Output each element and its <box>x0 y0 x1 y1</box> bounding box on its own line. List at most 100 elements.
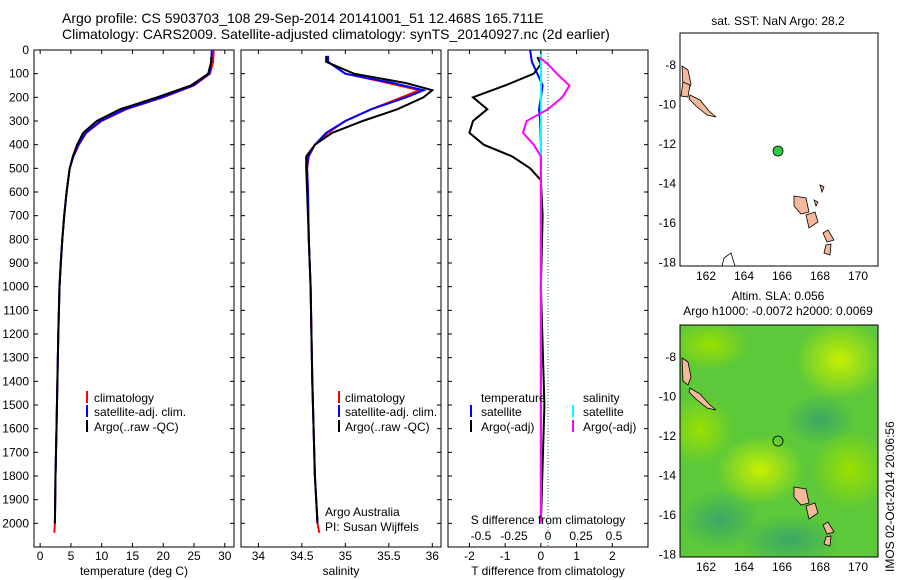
depth-tick-label: 700 <box>9 209 29 223</box>
sla-map-title-line1: Altim. SLA: 0.056 <box>732 289 825 303</box>
depth-tick-label: 1700 <box>2 445 29 459</box>
sla-map-frame <box>679 324 879 558</box>
map-y-tick-label: -12 <box>659 137 677 151</box>
sla-field <box>680 325 878 557</box>
legend-title-temperature: temperature <box>481 391 546 405</box>
salinity-xlabel: salinity <box>323 564 360 578</box>
sst-map: sat. SST: NaN Argo: 28.2 <box>679 14 879 267</box>
island-shape <box>688 94 717 118</box>
island-shape <box>819 184 825 194</box>
difference-plot <box>468 49 571 524</box>
x-tick-label: -2 <box>464 549 475 563</box>
x-tick-label: 25 <box>187 549 201 563</box>
map-x-tick-label: 166 <box>772 269 792 283</box>
depth-tick-label: 300 <box>9 114 29 128</box>
map-y-tick-label: -18 <box>659 548 677 562</box>
legend-label-climatology: climatology <box>94 391 154 405</box>
island-shape <box>823 243 832 256</box>
island-shape <box>813 199 819 208</box>
x-tick-label: -1 <box>500 549 511 563</box>
depth-tick-label: 1200 <box>2 327 29 341</box>
x-tick-label: 0 <box>538 549 545 563</box>
x-tick-label: 1 <box>573 549 580 563</box>
island-shape <box>822 229 835 243</box>
map-y-tick-label: -18 <box>659 256 677 270</box>
island-shape <box>823 535 832 547</box>
depth-tick-label: 0 <box>22 43 29 57</box>
argo-float-marker <box>772 435 784 447</box>
legend-title-salinity: salinity <box>583 391 620 405</box>
t-difference-xlabel: T difference from climatology <box>471 564 625 578</box>
x-tick-label: 34 <box>252 549 266 563</box>
x-tick-label: 35 <box>339 549 353 563</box>
difference-panel-frame <box>447 49 649 548</box>
sla-map: Altim. SLA: 0.056 Argo h1000: -0.0072 h2… <box>679 289 879 558</box>
header-line-2: Climatology: CARS2009. Satellite-adjuste… <box>62 26 610 42</box>
s-diff-tick-label: 0.25 <box>569 529 593 543</box>
x-tick-label: 2 <box>609 549 616 563</box>
map-x-tick-label: 170 <box>848 269 868 283</box>
x-tick-label: 5 <box>68 549 75 563</box>
map-y-tick-label: -16 <box>659 216 677 230</box>
depth-tick-label: 100 <box>9 67 29 81</box>
map-x-tick-label: 168 <box>810 269 830 283</box>
s-diff-tick-label: -0.5 <box>471 529 492 543</box>
depth-tick-label: 800 <box>9 232 29 246</box>
map-x-tick-label: 162 <box>696 269 716 283</box>
island-shape <box>805 502 819 520</box>
depth-tick-label: 900 <box>9 256 29 270</box>
depth-tick-label: 200 <box>9 90 29 104</box>
map-y-tick-label: -14 <box>659 177 677 191</box>
legend-label-climatology: climatology <box>345 391 405 405</box>
sst-map-title: sat. SST: NaN Argo: 28.2 <box>711 14 845 28</box>
sla-map-land <box>681 357 835 547</box>
map-y-tick-label: -12 <box>659 429 677 443</box>
x-tick-label: 36 <box>426 549 440 563</box>
s-diff-tick-label: 0.5 <box>606 529 623 543</box>
temperature-xlabel: temperature (deg C) <box>80 564 188 578</box>
difference-legend: temperature salinity satellite Argo(-adj… <box>470 391 636 434</box>
x-tick-label: 0 <box>37 549 44 563</box>
salinity-legend: climatology satellite-adj. clim. Argo(..… <box>325 391 437 534</box>
depth-tick-label: 1000 <box>2 280 29 294</box>
island-shape <box>822 521 835 535</box>
map-x-tick-label: 162 <box>696 560 716 574</box>
legend-label-satellite: satellite-adj. clim. <box>94 405 186 419</box>
depth-tick-label: 500 <box>9 161 29 175</box>
legend-label-satellite: satellite-adj. clim. <box>345 405 437 419</box>
x-tick-label: 10 <box>95 549 109 563</box>
x-tick-label: 34.5 <box>290 549 314 563</box>
x-tick-label: 35.5 <box>377 549 401 563</box>
map-x-tick-label: 164 <box>734 560 754 574</box>
depth-tick-label: 1500 <box>2 398 29 412</box>
sst-map-land <box>680 65 835 267</box>
header-line-1: Argo profile: CS 5903703_108 29-Sep-2014… <box>62 10 544 26</box>
map-y-tick-label: -10 <box>659 390 677 404</box>
island-shape <box>681 357 692 386</box>
argo-float-marker <box>772 145 784 157</box>
sla-map-title-line2: Argo h1000: -0.0072 h2000: 0.0069 <box>683 304 873 318</box>
depth-tick-label: 1100 <box>3 303 29 317</box>
legend-label-argo: Argo(..raw -QC) <box>94 420 179 434</box>
legend-label-argo: Argo(..raw -QC) <box>345 420 430 434</box>
depth-tick-label: 400 <box>9 138 29 152</box>
x-tick-label: 15 <box>126 549 140 563</box>
legend-label-s-argo: Argo(-adj) <box>583 420 636 434</box>
depth-tick-label: 1900 <box>2 493 29 507</box>
island-shape <box>688 387 717 411</box>
pi-note: PI: Susan Wijffels <box>325 520 419 534</box>
map-y-tick-label: -8 <box>665 350 676 364</box>
salinity-plot <box>305 55 435 533</box>
depth-tick-label: 1600 <box>2 422 29 436</box>
map-x-tick-label: 170 <box>848 560 868 574</box>
depth-tick-label: 1300 <box>2 351 29 365</box>
legend-label-t-satellite: satellite <box>481 405 522 419</box>
depth-tick-label: 600 <box>9 185 29 199</box>
salinity-panel-frame <box>240 49 442 548</box>
island-shape <box>793 486 810 506</box>
series-line <box>521 56 571 524</box>
map-y-tick-label: -8 <box>665 58 676 72</box>
island-shape <box>721 252 736 267</box>
legend-label-s-satellite: satellite <box>583 405 624 419</box>
